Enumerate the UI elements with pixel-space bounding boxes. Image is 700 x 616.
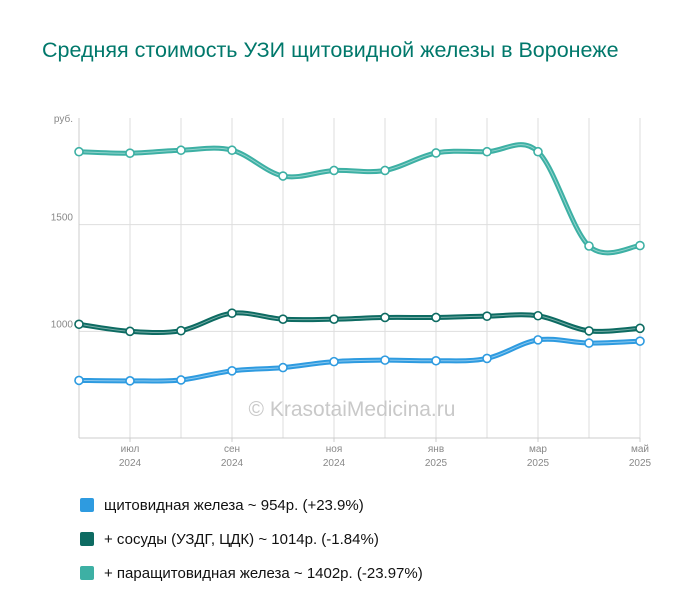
series-points [74,145,645,386]
data-point[interactable] [125,148,135,158]
data-point[interactable] [533,335,543,345]
data-point[interactable] [635,336,645,346]
data-point[interactable] [533,146,543,157]
x-tick-year: 2025 [425,458,448,469]
data-point[interactable] [74,146,84,157]
series-line-highlight-2 [78,144,641,254]
x-tick-year: 2025 [629,458,652,469]
data-point[interactable] [125,376,135,386]
series-line-highlight-0 [78,338,641,382]
data-point[interactable] [74,319,84,330]
data-point[interactable] [329,356,339,367]
x-tick-label: сен [224,444,240,455]
series-line-1 [76,310,643,336]
data-point[interactable] [329,314,339,324]
data-point[interactable] [482,311,492,321]
data-point[interactable] [278,362,288,373]
y-tick-label: 1500 [51,213,74,224]
x-tick-label: мар [529,444,547,455]
legend-item-vessels[interactable]: + сосуды (УЗДГ, ЦДК) ~ 1014р. (-1.84%) [80,522,423,556]
x-tick-year: 2024 [221,458,244,469]
data-point[interactable] [227,145,237,156]
data-point[interactable] [329,165,339,176]
data-point[interactable] [431,148,441,158]
data-point[interactable] [125,326,135,337]
data-point[interactable] [176,325,186,336]
data-point[interactable] [227,308,237,319]
data-point[interactable] [584,326,594,336]
data-point[interactable] [176,145,186,156]
data-point[interactable] [431,355,441,366]
watermark: © KrasotaiMedicina.ru [249,398,456,421]
legend-swatch [80,498,94,512]
series-line-2 [76,142,643,256]
data-point[interactable] [278,314,288,324]
chart-title: Средняя стоимость УЗИ щитовидной железы … [42,38,619,62]
x-tick-label: ноя [326,444,343,455]
data-point[interactable] [584,241,594,251]
legend-item-thyroid[interactable]: щитовидная железа ~ 954р. (+23.9%) [80,488,423,522]
data-point[interactable] [482,146,492,157]
legend-item-parathyroid[interactable]: + паращитовидная железа ~ 1402р. (-23.97… [80,556,423,590]
x-tick-label: май [631,444,649,455]
x-tick-label: июл [121,444,140,455]
x-tick-label: янв [428,444,444,455]
y-axis-label: руб. [54,113,73,125]
data-point[interactable] [635,323,645,334]
data-point[interactable] [584,338,594,348]
data-point[interactable] [380,165,390,176]
data-point[interactable] [278,171,288,181]
legend-swatch [80,566,94,580]
data-point[interactable] [482,353,492,364]
series-lines [76,142,643,384]
grid [78,118,641,438]
legend-label: щитовидная железа ~ 954р. (+23.9%) [104,496,364,514]
legend-label: + паращитовидная железа ~ 1402р. (-23.97… [104,564,423,582]
x-tick-year: 2024 [119,458,142,469]
x-tick-year: 2025 [527,458,550,469]
data-point[interactable] [176,375,186,385]
data-point[interactable] [380,355,390,365]
y-tick-label: 1000 [51,319,74,330]
data-point[interactable] [74,375,84,386]
legend-label: + сосуды (УЗДГ, ЦДК) ~ 1014р. (-1.84%) [104,530,379,548]
data-point[interactable] [380,312,390,323]
legend-swatch [80,532,94,546]
legend: щитовидная железа ~ 954р. (+23.9%) + сос… [80,488,423,590]
data-point[interactable] [227,365,237,376]
data-point[interactable] [431,312,441,323]
x-tick-year: 2024 [323,458,346,469]
data-point[interactable] [533,310,543,321]
data-point[interactable] [635,240,645,251]
